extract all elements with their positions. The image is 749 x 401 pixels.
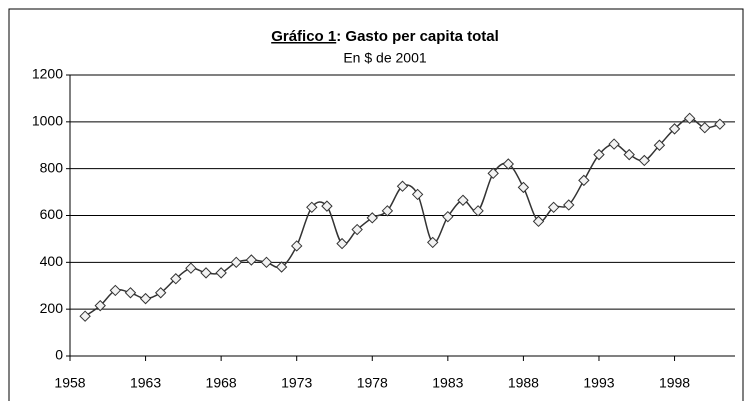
y-tick-label: 1200 bbox=[32, 66, 63, 82]
marker bbox=[608, 138, 620, 150]
marker bbox=[290, 240, 303, 252]
x-tick-label: 1963 bbox=[130, 375, 161, 391]
y-tick-label: 800 bbox=[40, 159, 64, 175]
y-tick-label: 600 bbox=[40, 206, 64, 222]
x-tick-label: 1968 bbox=[206, 375, 237, 391]
marker bbox=[487, 167, 499, 180]
marker bbox=[79, 310, 91, 322]
chart-subtitle: En $ de 2001 bbox=[343, 50, 427, 66]
marker bbox=[472, 205, 484, 217]
marker bbox=[275, 261, 288, 273]
x-tick-label: 1998 bbox=[659, 375, 690, 391]
marker bbox=[638, 154, 651, 167]
x-tick-label: 1988 bbox=[508, 375, 539, 391]
marker bbox=[124, 287, 137, 299]
x-tick-label: 1983 bbox=[432, 375, 463, 391]
marker bbox=[668, 123, 681, 135]
marker bbox=[411, 188, 424, 201]
marker bbox=[623, 148, 635, 161]
marker bbox=[94, 299, 106, 312]
marker bbox=[683, 112, 696, 125]
marker bbox=[366, 212, 378, 224]
x-tick-label: 1978 bbox=[357, 375, 388, 391]
marker bbox=[381, 205, 394, 217]
marker bbox=[396, 180, 409, 192]
marker bbox=[185, 262, 197, 274]
marker bbox=[336, 237, 348, 250]
marker bbox=[547, 201, 560, 214]
marker bbox=[170, 273, 182, 285]
marker bbox=[154, 287, 167, 299]
marker bbox=[578, 174, 590, 187]
chart-frame bbox=[8, 8, 744, 401]
y-tick-label: 200 bbox=[40, 300, 64, 316]
marker bbox=[517, 181, 530, 194]
marker bbox=[714, 118, 726, 130]
marker bbox=[699, 121, 711, 134]
marker bbox=[427, 236, 439, 249]
marker bbox=[200, 267, 212, 279]
marker bbox=[321, 200, 333, 212]
x-tick-label: 1958 bbox=[54, 375, 85, 391]
marker bbox=[593, 148, 605, 161]
y-tick-label: 1000 bbox=[32, 113, 63, 129]
title-number: Gráfico 1 bbox=[271, 28, 336, 45]
marker bbox=[230, 256, 242, 269]
x-tick-label: 1993 bbox=[583, 375, 614, 391]
marker bbox=[260, 256, 273, 269]
chart-title: Gráfico 1: Gasto per capita total bbox=[271, 28, 499, 45]
marker bbox=[442, 210, 454, 223]
marker bbox=[457, 194, 469, 206]
y-tick-label: 0 bbox=[55, 347, 63, 363]
y-tick-label: 400 bbox=[40, 253, 64, 269]
title-text: : Gasto per capita total bbox=[336, 28, 499, 45]
marker bbox=[502, 158, 515, 170]
marker bbox=[245, 254, 258, 266]
marker bbox=[306, 201, 318, 214]
x-tick-label: 1973 bbox=[281, 375, 312, 391]
marker bbox=[532, 215, 545, 228]
marker bbox=[215, 267, 227, 279]
marker bbox=[563, 199, 575, 211]
marker bbox=[351, 223, 363, 236]
marker bbox=[109, 284, 122, 297]
marker bbox=[139, 292, 152, 305]
marker bbox=[653, 139, 666, 151]
